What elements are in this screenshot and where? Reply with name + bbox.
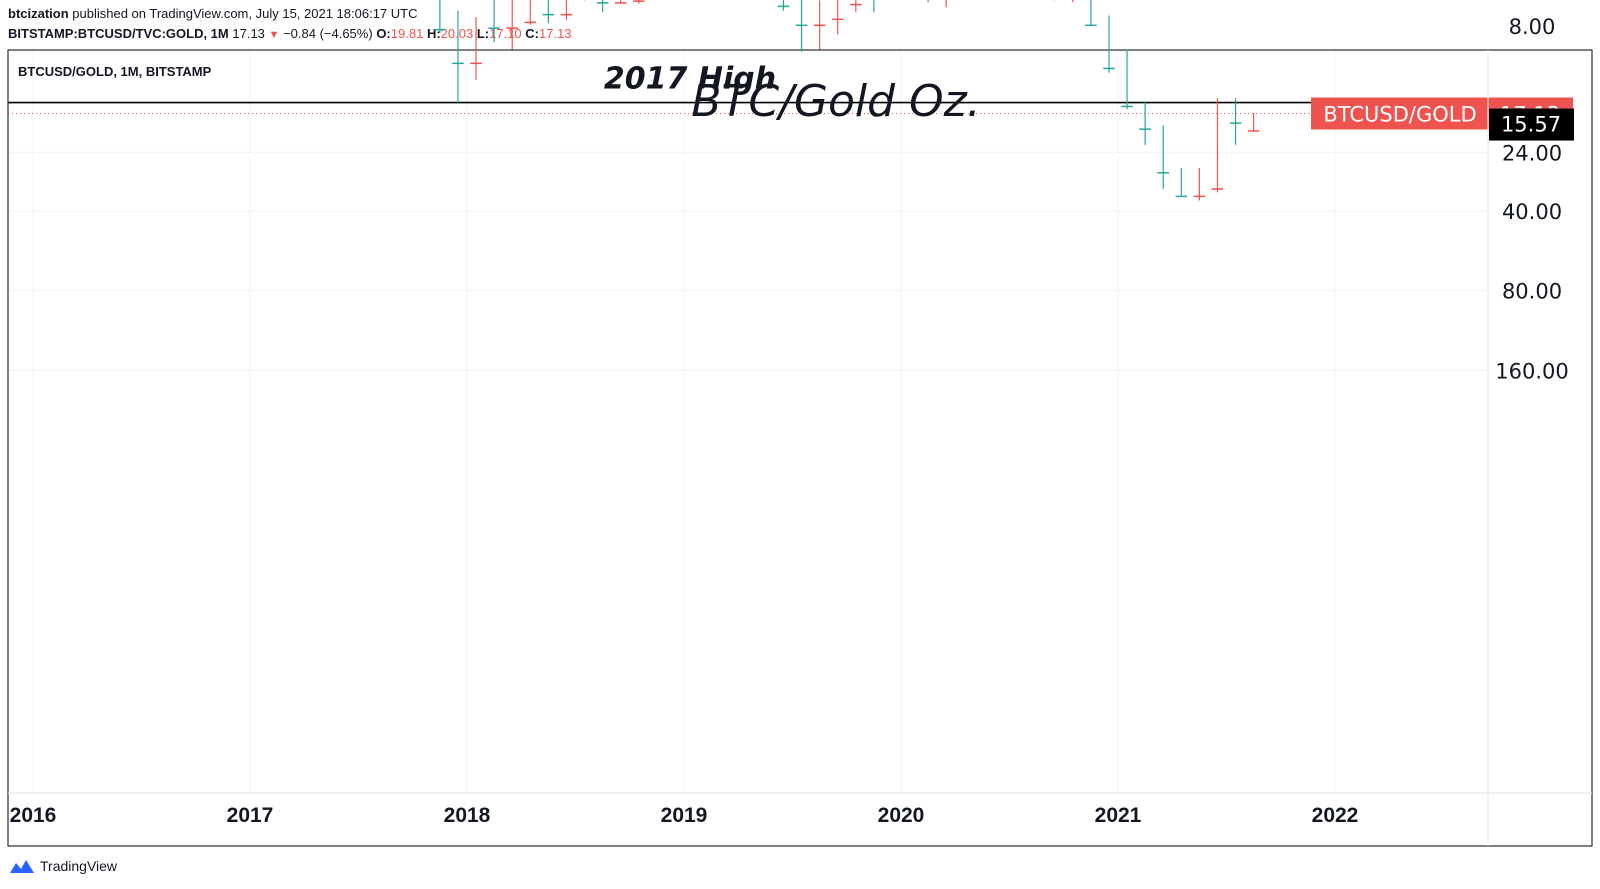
low-value: 17.10 xyxy=(489,26,522,41)
candles xyxy=(434,0,1260,201)
candle xyxy=(831,0,844,35)
candle xyxy=(873,0,875,13)
candle xyxy=(452,10,464,103)
candle xyxy=(795,0,808,52)
candle xyxy=(1229,98,1242,145)
level-price-tag-bg xyxy=(1489,108,1574,141)
candle-body xyxy=(542,13,555,16)
candle xyxy=(1247,113,1260,132)
candle-body xyxy=(524,21,537,24)
candle-body xyxy=(1121,105,1133,108)
candle xyxy=(633,0,645,4)
grid xyxy=(8,50,1488,793)
y-tick-label: 8.00 xyxy=(1509,15,1556,39)
candle-body xyxy=(452,62,464,65)
publish-date: published on TradingView.com, July 15, 2… xyxy=(68,6,418,21)
x-tick-label: 2021 xyxy=(1095,804,1142,827)
chart-title: BTC/Gold Oz. xyxy=(691,76,980,127)
y-tick-label: 24.00 xyxy=(1502,141,1562,165)
candle-body xyxy=(614,2,627,4)
candle xyxy=(434,0,446,33)
down-triangle-icon: ▼ xyxy=(268,29,280,41)
candle-body xyxy=(1193,195,1206,198)
candle-body xyxy=(831,18,844,21)
tradingview-footer[interactable]: TradingView xyxy=(8,858,117,874)
legend-label: BTCUSD/GOLD, 1M, BITSTAMP xyxy=(18,64,212,79)
brand-name: TradingView xyxy=(40,858,118,874)
low-label: L: xyxy=(476,26,490,41)
candle xyxy=(614,0,627,4)
candle-body xyxy=(506,27,518,29)
publish-info: btcization published on TradingView.com,… xyxy=(8,6,417,21)
change-value: −0.84 (−4.65%) xyxy=(283,26,373,41)
candle-body xyxy=(596,2,609,4)
high-value: 20.03 xyxy=(440,26,474,41)
cloud-logo-icon xyxy=(10,860,34,873)
open-label: O: xyxy=(376,26,391,41)
candle xyxy=(1175,167,1188,198)
candle-body xyxy=(1157,172,1169,174)
close-label: C: xyxy=(525,26,539,41)
candle-body xyxy=(488,27,500,29)
candle xyxy=(524,0,537,25)
chart-border xyxy=(7,49,1593,847)
candle-body xyxy=(1103,67,1115,70)
candle-body xyxy=(795,24,808,27)
x-tick-label: 2017 xyxy=(227,804,274,827)
candle-body xyxy=(1229,122,1242,124)
last-value: 17.13 xyxy=(232,26,265,41)
candle-body xyxy=(1139,128,1151,130)
candle xyxy=(488,0,500,43)
candle-body xyxy=(1085,24,1097,27)
candle-body xyxy=(560,13,573,16)
candle xyxy=(777,0,790,11)
last-price-series-name: BTCUSD/GOLD xyxy=(1323,103,1476,127)
candle-body xyxy=(850,3,862,6)
candle xyxy=(1157,125,1169,189)
y-axis[interactable]: 160.0080.0040.0024.008.004.002.001.200.7… xyxy=(1495,0,1568,383)
x-tick-label: 2016 xyxy=(10,804,57,827)
author-name: btcization xyxy=(8,6,69,21)
candle xyxy=(1139,101,1151,145)
candle xyxy=(596,0,609,13)
level-price-tag: 15.57 xyxy=(1489,108,1574,141)
y-tick-label: 160.00 xyxy=(1495,359,1568,383)
candle-body xyxy=(813,24,826,27)
y-tick-label: 40.00 xyxy=(1502,200,1562,224)
x-tick-label: 2018 xyxy=(444,804,491,827)
symbol-info: BITSTAMP:BTCUSD/TVC:GOLD, 1M 17.13 ▼ −0.… xyxy=(8,26,572,41)
candle xyxy=(945,0,947,8)
candle xyxy=(850,0,862,13)
candle-body xyxy=(1211,188,1224,190)
close-value: 17.13 xyxy=(539,26,572,41)
candle-body xyxy=(1175,195,1188,198)
candle xyxy=(1211,98,1224,193)
candle xyxy=(1103,15,1115,73)
x-tick-label: 2019 xyxy=(661,804,708,827)
x-tick-label: 2020 xyxy=(878,804,925,827)
candle xyxy=(506,0,518,50)
level-price-value: 15.57 xyxy=(1501,113,1561,137)
candle-body xyxy=(470,62,482,65)
symbol-label: BITSTAMP:BTCUSD/TVC:GOLD, 1M xyxy=(8,26,229,41)
annotation-2017-high: 2017 High xyxy=(604,62,776,97)
open-value: 19.81 xyxy=(390,26,424,41)
candle xyxy=(1121,49,1133,110)
candle-body xyxy=(1247,130,1260,132)
candle xyxy=(560,0,573,21)
candle xyxy=(542,0,555,24)
candle xyxy=(1072,0,1074,3)
x-axis[interactable]: 2016 2017 2018 2019 2020 2021 2022 xyxy=(10,804,1359,827)
y-tick-label: 80.00 xyxy=(1502,280,1562,304)
candle xyxy=(813,0,826,50)
candle-body xyxy=(777,5,790,8)
candle-body xyxy=(633,0,645,2)
candle xyxy=(1193,167,1206,201)
candle-body xyxy=(434,28,446,31)
candle xyxy=(1085,0,1097,27)
candle xyxy=(927,0,929,3)
candle xyxy=(470,17,482,81)
x-tick-label: 2022 xyxy=(1312,804,1359,827)
